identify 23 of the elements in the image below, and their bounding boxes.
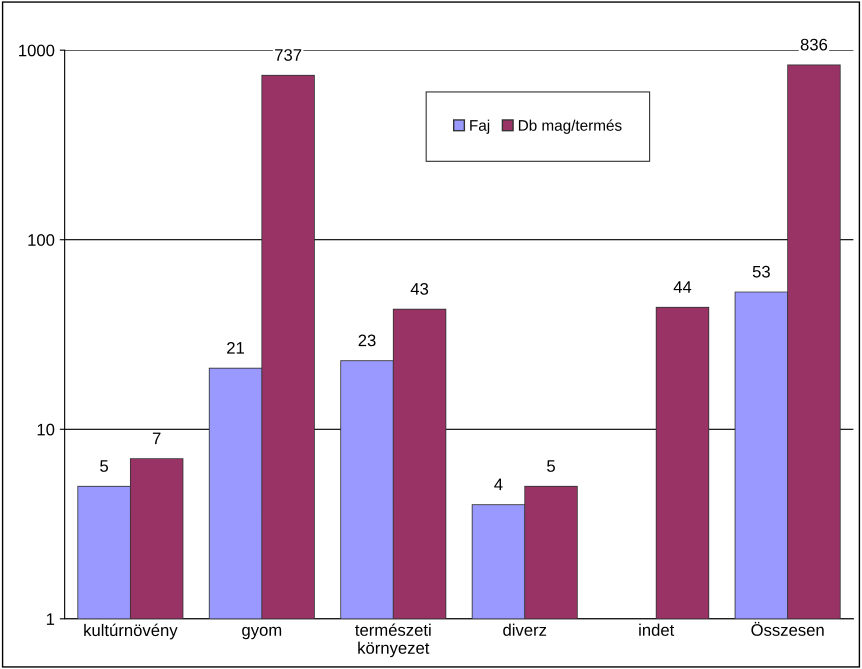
data-label: 737 — [275, 49, 302, 61]
data-label: 53 — [752, 266, 770, 278]
y-tick-label: 100 — [28, 234, 54, 246]
x-tick-label: kultúrnövény — [84, 624, 178, 640]
legend-label: Faj — [470, 120, 490, 134]
data-label: 836 — [800, 38, 828, 51]
data-label: 5 — [547, 460, 555, 472]
data-label: 43 — [410, 282, 428, 295]
data-label: 7 — [152, 432, 160, 444]
data-label: 5 — [100, 460, 108, 472]
y-tick-label: 10 — [38, 424, 54, 436]
data-label: 21 — [227, 342, 244, 354]
y-tick-label: 1000 — [19, 44, 54, 56]
x-tick-label: Összesen — [751, 622, 824, 636]
x-tick-label: gyom — [242, 626, 282, 640]
x-tick-label: természeti környezet — [355, 623, 431, 658]
data-label: 23 — [358, 334, 376, 346]
legend-label: Db mag/termés — [518, 119, 622, 134]
data-label: 4 — [494, 478, 503, 490]
x-tick-label: indet — [639, 624, 674, 636]
data-label: 44 — [674, 281, 692, 293]
y-tick-label: 1 — [46, 613, 54, 625]
x-tick-label: diverz — [503, 624, 546, 636]
